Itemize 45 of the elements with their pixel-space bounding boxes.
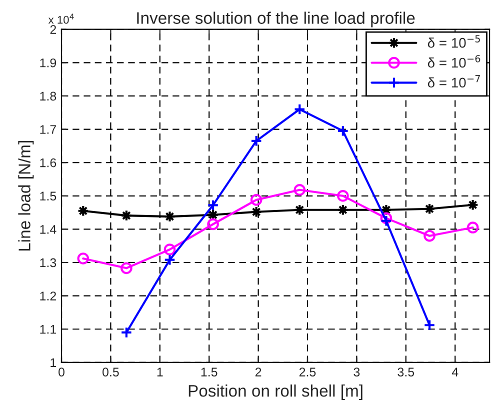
point (164, 254, 176, 266)
point (424, 230, 436, 242)
y-tick-label: 1.3 (40, 258, 56, 268)
x-tick-label: 1.5 (201, 368, 218, 376)
y-tick-label: 1.7 (40, 125, 56, 134)
x-tick-label: 0.5 (102, 368, 119, 376)
y-tick-label: 1.2 (40, 292, 56, 300)
y-tick-label: 1.1 (40, 325, 56, 334)
point (250, 135, 262, 147)
point (207, 218, 219, 230)
x-tick-label: 3 (354, 368, 360, 376)
x-tick-label: 2.5 (299, 368, 316, 376)
point (380, 214, 392, 227)
y-tick-label: 1.5 (40, 192, 56, 201)
y-tick-label: 2 (50, 25, 56, 34)
x-tick-label: 2 (255, 368, 262, 376)
point (424, 319, 436, 332)
point (164, 244, 176, 256)
text: x 10$^{4}$ (48, 14, 74, 24)
legend-label: δ = 10$^{−6}$ (428, 54, 480, 68)
point (466, 222, 479, 234)
chart-title: Inverse solution of the line load profile (137, 12, 415, 28)
point (120, 326, 132, 338)
x-tick-label: 3.5 (398, 368, 414, 376)
point (207, 199, 219, 212)
point (294, 184, 306, 196)
y-tick-label: 1.8 (40, 92, 56, 101)
x-tick-label: 1 (157, 368, 163, 376)
point (337, 125, 349, 137)
point (250, 194, 262, 206)
x-tick-label: 0 (58, 368, 64, 376)
point (77, 252, 90, 264)
y-axis-title: Line load [N/m] (18, 141, 34, 251)
point (294, 103, 306, 116)
legend-label: δ = 10$^{−5}$ (428, 35, 480, 48)
y-tick-label: 1.4 (40, 225, 56, 234)
x-tick-label: 4 (452, 368, 458, 376)
y-tick-label: 1 (50, 358, 56, 367)
y-tick-label: 1.9 (40, 58, 56, 68)
legend-label: δ = 10$^{−7}$ (428, 75, 480, 88)
point (380, 212, 392, 224)
y-tick-label: 1.6 (40, 158, 56, 168)
point (337, 190, 349, 202)
point (120, 262, 132, 274)
x-axis-title: Position on roll shell [m] (188, 384, 362, 400)
